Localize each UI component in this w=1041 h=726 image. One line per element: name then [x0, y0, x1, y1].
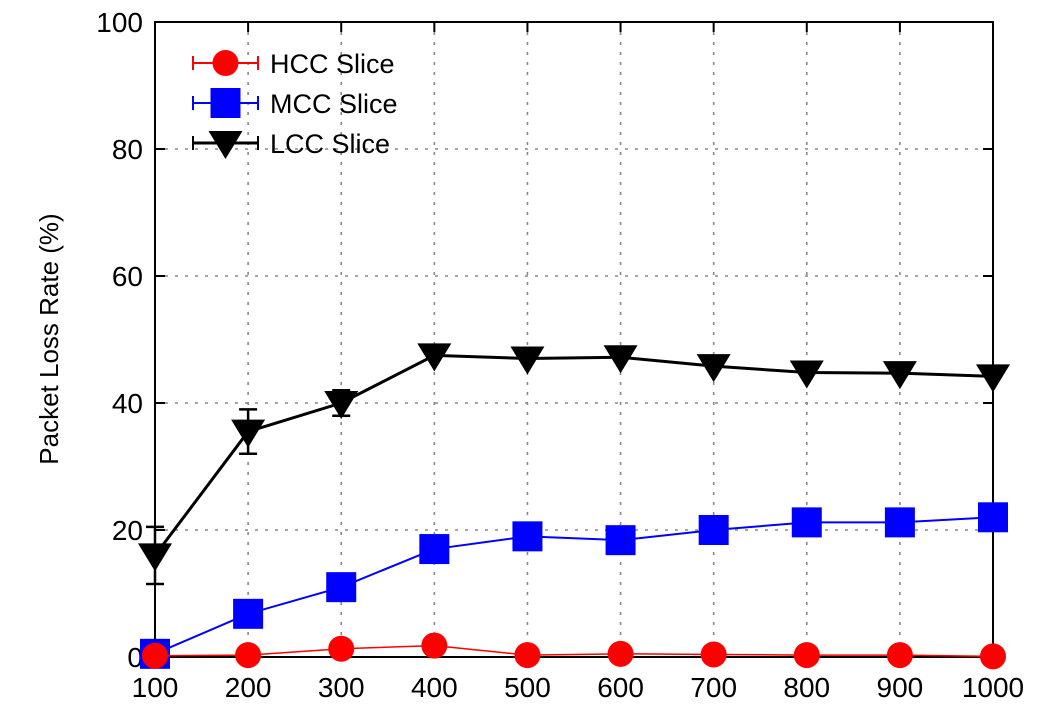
y-tick-label-80: 80: [112, 134, 143, 165]
y-tick-label-0: 0: [127, 642, 143, 673]
data-point-mcc-slice-500: [512, 521, 543, 552]
y-tick-label-60: 60: [112, 261, 143, 292]
x-tick-label-500: 500: [504, 672, 551, 703]
data-point-hcc-slice-400: [421, 632, 448, 659]
data-point-hcc-slice-600: [607, 640, 634, 667]
data-point-hcc-slice-1000: [980, 643, 1006, 670]
data-point-lcc-slice-200: [231, 419, 266, 448]
legend-item-mcc-slice: MCC Slice: [192, 88, 398, 119]
x-tick-label-800: 800: [783, 672, 830, 703]
legend: HCC Slice MCC Slice LCC Slice: [192, 49, 398, 159]
data-point-hcc-slice-100: [142, 642, 168, 669]
data-point-mcc-slice-900: [884, 507, 915, 538]
legend-label-mcc-slice: MCC Slice: [270, 89, 398, 119]
series-hcc-slice: [142, 632, 1006, 670]
legend-label-hcc-slice: HCC Slice: [270, 49, 395, 79]
data-point-hcc-slice-800: [793, 642, 820, 669]
series-line-lcc-slice: [153, 353, 994, 557]
x-tick-label-300: 300: [318, 672, 365, 703]
series-line-mcc-slice: [154, 516, 994, 655]
plot-area-frame: [154, 21, 994, 658]
legend-marker-lcc-slice: [208, 131, 243, 159]
data-point-lcc-slice-800: [789, 360, 824, 389]
data-point-hcc-slice-200: [235, 642, 262, 669]
y-tick-label-40: 40: [112, 388, 143, 419]
x-tick-label-100: 100: [132, 672, 179, 703]
data-point-mcc-slice-200: [233, 598, 264, 629]
data-point-lcc-slice-400: [417, 343, 452, 372]
series-lcc-slice: [138, 343, 1010, 586]
legend-item-hcc-slice: HCC Slice: [192, 49, 395, 79]
data-point-hcc-slice-500: [514, 642, 541, 669]
data-point-lcc-slice-600: [603, 345, 638, 374]
data-point-mcc-slice-700: [698, 515, 729, 545]
x-tick-label-400: 400: [411, 672, 458, 703]
data-point-mcc-slice-300: [326, 572, 357, 603]
x-tick-label-1000: 1000: [962, 672, 1024, 703]
data-point-lcc-slice-100: [138, 543, 172, 572]
data-point-hcc-slice-300: [328, 635, 355, 662]
y-axis-label: Packet Loss Rate (%): [34, 213, 64, 464]
data-point-hcc-slice-700: [700, 641, 727, 668]
y-tick-label-20: 20: [112, 515, 143, 546]
data-point-lcc-slice-1000: [976, 364, 1010, 393]
data-point-mcc-slice-1000: [978, 502, 1008, 533]
series-line-hcc-slice: [154, 644, 994, 658]
data-point-lcc-slice-300: [324, 391, 359, 419]
x-tick-label-900: 900: [877, 672, 924, 703]
legend-marker-mcc-slice: [210, 88, 241, 118]
x-tick-label-700: 700: [690, 672, 737, 703]
data-point-mcc-slice-600: [605, 525, 636, 556]
data-point-lcc-slice-700: [696, 354, 731, 383]
y-tick-label-100: 100: [96, 7, 143, 38]
axis-ticks: 100 200 300 400 500 600 700 800 900 1000 0 20 40 60 80…: [96, 7, 1024, 703]
series-mcc-slice: [140, 502, 1008, 669]
data-point-mcc-slice-400: [419, 534, 450, 565]
data-point-mcc-slice-800: [791, 507, 822, 538]
legend-label-lcc-slice: LCC Slice: [270, 129, 390, 159]
x-tick-label-200: 200: [225, 672, 272, 703]
legend-marker-hcc-slice: [212, 50, 239, 76]
legend-item-lcc-slice: LCC Slice: [192, 129, 390, 159]
data-point-hcc-slice-900: [886, 642, 913, 669]
series-layer: [138, 343, 1010, 670]
data-point-lcc-slice-500: [510, 346, 545, 375]
x-tick-label-600: 600: [597, 672, 644, 703]
data-point-lcc-slice-900: [882, 361, 917, 390]
